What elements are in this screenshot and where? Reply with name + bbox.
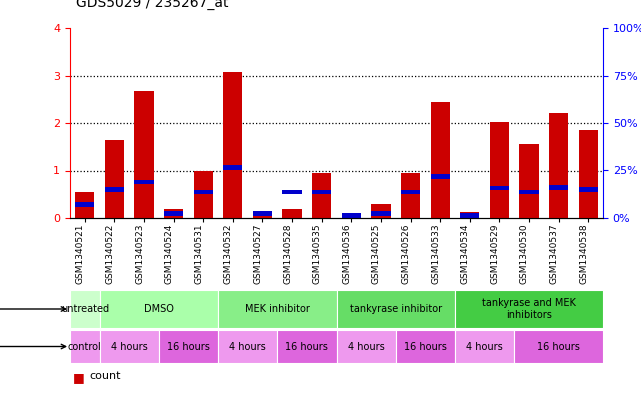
Text: untreated: untreated (61, 304, 109, 314)
Bar (104, 187, 124, 192)
Bar (549, 114, 568, 218)
Bar (104, 140, 124, 218)
Bar (159, 330, 218, 363)
Bar (99, 290, 218, 328)
Bar (70, 290, 99, 328)
Bar (460, 213, 479, 218)
Bar (395, 330, 455, 363)
Bar (490, 186, 509, 191)
Text: tankyrase inhibitor: tankyrase inhibitor (349, 304, 442, 314)
Text: 16 hours: 16 hours (537, 342, 580, 351)
Bar (312, 189, 331, 194)
Bar (337, 290, 455, 328)
Bar (514, 330, 603, 363)
Bar (253, 211, 272, 216)
Text: 4 hours: 4 hours (347, 342, 385, 351)
Bar (579, 130, 598, 218)
Bar (371, 204, 390, 218)
Text: time: time (0, 342, 65, 351)
Bar (164, 209, 183, 218)
Bar (283, 209, 302, 218)
Bar (75, 202, 94, 207)
Text: control: control (68, 342, 102, 351)
Bar (164, 211, 183, 216)
Bar (278, 330, 337, 363)
Text: protocol: protocol (0, 304, 65, 314)
Bar (253, 212, 272, 218)
Bar (455, 290, 603, 328)
Bar (223, 72, 242, 218)
Bar (519, 144, 538, 218)
Bar (218, 330, 278, 363)
Bar (135, 180, 154, 184)
Bar (218, 290, 337, 328)
Bar (371, 211, 390, 216)
Bar (549, 185, 568, 189)
Bar (75, 192, 94, 218)
Bar (312, 173, 331, 218)
Text: DMSO: DMSO (144, 304, 174, 314)
Text: MEK inhibitor: MEK inhibitor (245, 304, 310, 314)
Bar (194, 189, 213, 194)
Text: tankyrase and MEK
inhibitors: tankyrase and MEK inhibitors (482, 298, 576, 320)
Bar (401, 173, 420, 218)
Text: 16 hours: 16 hours (404, 342, 447, 351)
Text: 16 hours: 16 hours (285, 342, 328, 351)
Bar (579, 187, 598, 192)
Bar (519, 189, 538, 194)
Bar (99, 330, 159, 363)
Bar (342, 213, 361, 218)
Bar (342, 215, 361, 218)
Bar (455, 330, 514, 363)
Bar (135, 91, 154, 218)
Text: GDS5029 / 235267_at: GDS5029 / 235267_at (76, 0, 229, 10)
Bar (223, 165, 242, 169)
Bar (431, 102, 450, 218)
Text: 16 hours: 16 hours (167, 342, 210, 351)
Bar (401, 189, 420, 194)
Text: count: count (89, 371, 121, 381)
Bar (460, 212, 479, 218)
Text: ■: ■ (73, 371, 85, 384)
Bar (431, 174, 450, 178)
Bar (283, 189, 302, 194)
Text: 4 hours: 4 hours (229, 342, 266, 351)
Bar (490, 122, 509, 218)
Bar (70, 330, 99, 363)
Text: 4 hours: 4 hours (466, 342, 503, 351)
Bar (337, 330, 395, 363)
Bar (194, 171, 213, 218)
Text: 4 hours: 4 hours (111, 342, 147, 351)
